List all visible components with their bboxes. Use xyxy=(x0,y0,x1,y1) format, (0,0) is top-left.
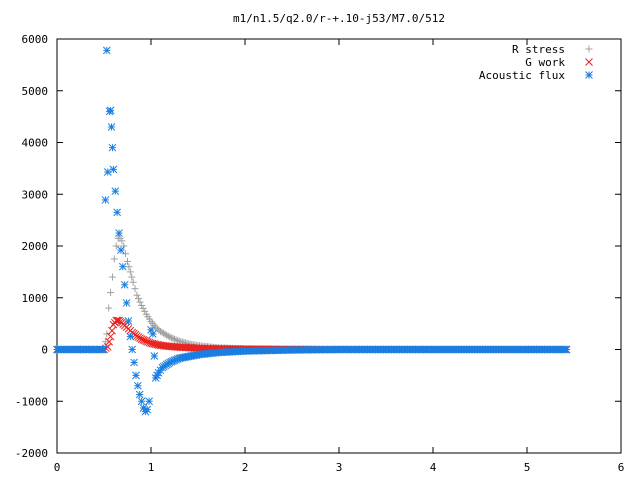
legend-marker xyxy=(585,58,593,66)
y-tick-label: 6000 xyxy=(22,33,49,46)
data-point xyxy=(117,246,125,254)
data-point xyxy=(133,291,141,299)
data-point xyxy=(100,345,108,354)
data-point xyxy=(118,262,127,271)
data-point xyxy=(128,345,137,354)
data-point xyxy=(111,187,120,195)
data-point xyxy=(135,390,144,399)
legend-label: R stress xyxy=(512,43,565,56)
data-point xyxy=(101,196,110,204)
y-tick-label: -1000 xyxy=(15,395,48,408)
data-point xyxy=(149,319,157,327)
data-point xyxy=(106,106,115,115)
x-tick-label: 2 xyxy=(242,461,249,474)
y-tick-label: 3000 xyxy=(22,188,49,201)
data-point xyxy=(128,273,136,281)
data-point xyxy=(136,298,144,306)
x-tick-label: 6 xyxy=(618,461,625,474)
data-point xyxy=(126,268,134,276)
data-point xyxy=(112,242,120,250)
data-point xyxy=(141,307,149,315)
y-tick-label: -2000 xyxy=(15,447,48,460)
data-point xyxy=(172,336,180,344)
data-point xyxy=(129,278,137,286)
data-point xyxy=(171,335,178,343)
data-point xyxy=(113,208,122,217)
chart-title: m1/n1.5/q2.0/r-+.10-j53/M7.0/512 xyxy=(233,12,445,25)
data-point xyxy=(106,332,115,341)
x-tick-label: 1 xyxy=(148,461,155,474)
data-point xyxy=(147,339,155,348)
data-point xyxy=(139,304,147,312)
data-point xyxy=(169,334,177,342)
data-point xyxy=(113,316,122,325)
x-tick-label: 4 xyxy=(430,461,437,474)
data-point xyxy=(131,285,139,293)
data-point xyxy=(125,263,133,271)
data-point xyxy=(562,345,571,354)
data-point xyxy=(150,321,158,329)
y-tick-label: 2000 xyxy=(22,240,49,253)
data-point xyxy=(105,304,113,312)
data-point xyxy=(120,280,129,289)
data-point xyxy=(130,358,138,367)
axes: 0 1 2 3 4 5 6 -2000 -1000 0 1000 2000 3000 4000 5000 60… xyxy=(15,33,624,474)
data-points xyxy=(53,46,571,416)
data-point xyxy=(164,332,172,340)
y-tick-label: 5000 xyxy=(22,85,49,98)
data-point xyxy=(108,143,117,152)
data-point xyxy=(107,289,115,297)
plot-area-frame xyxy=(56,38,622,454)
data-point xyxy=(151,340,160,349)
x-tick-label: 3 xyxy=(336,461,343,474)
series-points xyxy=(53,46,571,416)
data-point xyxy=(124,258,131,266)
data-point xyxy=(107,123,116,131)
data-point xyxy=(134,295,142,303)
y-tick-label: 4000 xyxy=(22,137,49,150)
data-point xyxy=(126,332,135,341)
legend-label: Acoustic flux xyxy=(479,69,565,82)
data-point xyxy=(122,299,131,307)
legend-label: G work xyxy=(525,56,565,69)
x-tick-label: 5 xyxy=(524,461,531,474)
data-point xyxy=(143,405,152,414)
x-tick-label: 0 xyxy=(54,461,61,474)
data-point xyxy=(150,352,159,360)
data-point xyxy=(108,273,116,281)
y-tick-label: 0 xyxy=(41,344,48,357)
legend-marker xyxy=(585,71,593,79)
data-point xyxy=(166,333,174,341)
data-point xyxy=(124,317,133,325)
data-point xyxy=(150,340,158,348)
data-point xyxy=(153,340,162,349)
data-point xyxy=(133,381,142,390)
data-point xyxy=(167,334,175,342)
data-point xyxy=(138,302,146,310)
data-point xyxy=(102,46,111,55)
data-point xyxy=(174,337,182,345)
data-point xyxy=(132,371,140,380)
data-point xyxy=(105,337,114,346)
data-point xyxy=(108,326,116,335)
data-point xyxy=(122,250,130,258)
data-point xyxy=(148,339,157,348)
data-point xyxy=(120,242,128,250)
data-point xyxy=(110,255,118,263)
data-point xyxy=(137,397,146,406)
data-point xyxy=(145,397,153,406)
data-point xyxy=(109,165,118,174)
data-point xyxy=(149,330,157,338)
data-point xyxy=(118,237,126,245)
data-point xyxy=(115,229,123,237)
y-tick-label: 1000 xyxy=(22,292,49,305)
legend-marker xyxy=(585,45,593,53)
